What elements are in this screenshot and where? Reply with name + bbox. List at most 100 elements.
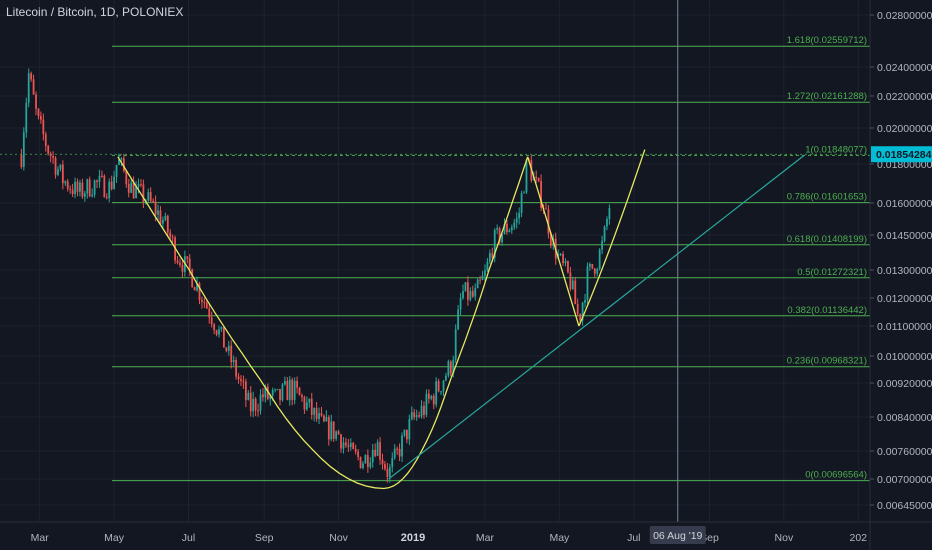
fib-level-label: 0(0.00696564) bbox=[805, 470, 867, 481]
candle-body bbox=[96, 180, 98, 182]
candle-body bbox=[298, 387, 301, 396]
candle-body bbox=[291, 379, 294, 400]
candle-body bbox=[25, 102, 28, 133]
candle-body bbox=[301, 395, 303, 398]
candle-body bbox=[57, 168, 59, 175]
handle-up-curve bbox=[578, 149, 646, 327]
candle-body bbox=[274, 389, 277, 391]
candle-body bbox=[523, 192, 525, 194]
candle-body bbox=[447, 361, 450, 376]
candle-body bbox=[232, 360, 235, 363]
candle-body bbox=[430, 396, 433, 399]
candle-body bbox=[120, 158, 123, 160]
candle-body bbox=[276, 388, 279, 390]
candle-body bbox=[242, 380, 245, 382]
candle-body bbox=[286, 380, 289, 401]
candle-body bbox=[93, 180, 96, 195]
candle-body bbox=[547, 209, 550, 234]
fib-level-label: 0.618(0.01408199) bbox=[787, 234, 867, 245]
candle-body bbox=[603, 226, 606, 241]
y-tick-label: 0.00920000 bbox=[877, 378, 932, 390]
x-tick-label: Mar bbox=[476, 532, 495, 544]
candle-body bbox=[432, 396, 435, 405]
candle-body bbox=[266, 386, 269, 399]
candle-body bbox=[293, 380, 296, 400]
candle-body bbox=[440, 391, 442, 393]
candle-body bbox=[327, 417, 330, 440]
handle-down-line bbox=[527, 156, 580, 327]
crosshair-date-badge bbox=[649, 526, 706, 544]
candle-body bbox=[296, 380, 298, 388]
candle-body bbox=[147, 192, 150, 201]
candle-body bbox=[154, 201, 157, 215]
candle-body bbox=[318, 413, 320, 419]
candle-body bbox=[420, 405, 423, 417]
y-tick-label: 0.00840000 bbox=[877, 412, 932, 424]
candle-body bbox=[198, 283, 201, 300]
candle-body bbox=[347, 445, 350, 447]
candle-body bbox=[354, 448, 357, 452]
candle-body bbox=[589, 263, 591, 267]
candle-body bbox=[159, 210, 162, 224]
fib-level-label: 1(0.01848077) bbox=[805, 144, 867, 155]
candle-body bbox=[279, 388, 281, 401]
candle-body bbox=[110, 181, 113, 189]
candle-body bbox=[310, 398, 313, 415]
candle-body bbox=[118, 159, 120, 165]
candle-body bbox=[269, 395, 272, 399]
candle-body bbox=[88, 179, 91, 197]
candle-body bbox=[181, 264, 184, 272]
candle-body bbox=[254, 398, 257, 411]
y-tick-label: 0.01000000 bbox=[877, 351, 932, 363]
candle-body bbox=[262, 394, 264, 398]
candle-body bbox=[171, 236, 174, 238]
current-price-badge bbox=[871, 146, 932, 163]
candle-body bbox=[208, 308, 211, 318]
candle-body bbox=[442, 380, 445, 392]
candle-body bbox=[391, 457, 394, 468]
candle-body bbox=[162, 220, 164, 224]
candle-body bbox=[606, 219, 608, 227]
fib-level-label: 0.382(0.01136442) bbox=[787, 305, 867, 316]
candle-body bbox=[396, 448, 399, 450]
candle-body bbox=[130, 182, 133, 193]
candle-body bbox=[305, 402, 308, 410]
candle-body bbox=[398, 448, 401, 457]
candle-body bbox=[271, 390, 274, 396]
candle-body bbox=[608, 208, 611, 220]
x-tick-label: Nov bbox=[775, 532, 794, 544]
candle-body bbox=[452, 359, 455, 374]
candle-body bbox=[186, 256, 189, 259]
candle-body bbox=[108, 181, 111, 198]
candle-body bbox=[140, 184, 142, 186]
candle-body bbox=[449, 361, 452, 374]
crosshair-date-label: 06 Aug '19 bbox=[653, 530, 702, 542]
candle-body bbox=[359, 456, 362, 469]
y-tick-label: 0.01300000 bbox=[877, 265, 932, 277]
y-tick-label: 0.02000000 bbox=[877, 123, 932, 135]
candle-body bbox=[581, 302, 584, 321]
y-tick-label: 0.01600000 bbox=[877, 198, 932, 210]
candle-body bbox=[559, 253, 562, 255]
candle-body bbox=[196, 283, 198, 291]
candle-body bbox=[593, 268, 596, 274]
candle-body bbox=[101, 175, 103, 177]
candle-body bbox=[423, 405, 425, 415]
candle-body bbox=[388, 467, 391, 477]
x-tick-label: 2019 bbox=[401, 532, 425, 544]
y-tick-label: 0.00645000 bbox=[877, 500, 932, 512]
x-tick-label: Sep bbox=[255, 532, 274, 544]
cup-curve bbox=[117, 156, 529, 490]
candle-body bbox=[454, 329, 457, 360]
candle-body bbox=[425, 393, 428, 415]
candle-body bbox=[76, 181, 79, 192]
candle-body bbox=[125, 170, 128, 185]
trendline bbox=[388, 154, 805, 480]
candle-body bbox=[91, 194, 94, 197]
candle-body bbox=[179, 262, 181, 265]
candle-body bbox=[54, 157, 57, 175]
candle-body bbox=[437, 381, 440, 392]
candle-body bbox=[362, 463, 364, 469]
x-tick-label: May bbox=[549, 532, 570, 544]
